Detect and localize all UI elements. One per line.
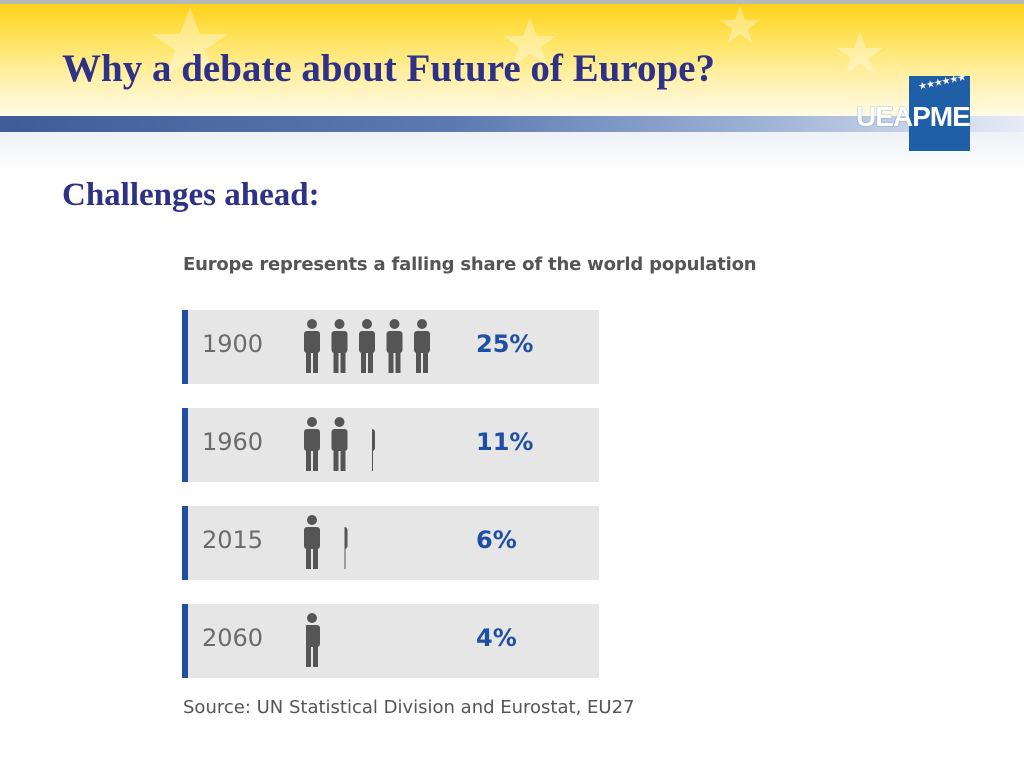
logo-text: UEAPME	[856, 101, 971, 132]
row-person-icons	[304, 515, 348, 569]
row-year: 2060	[202, 624, 264, 652]
row-value: 11%	[476, 428, 534, 456]
person-icon	[344, 527, 348, 569]
header-band-fade	[0, 132, 1024, 172]
population-row-1960: 1960 11%	[182, 408, 599, 482]
row-value: 4%	[476, 624, 517, 652]
person-icon	[331, 319, 348, 373]
person-icon	[304, 515, 320, 569]
top-rule	[0, 0, 1024, 4]
row-person-icons	[306, 613, 320, 667]
person-icon	[304, 417, 320, 471]
row-accent-bar	[182, 408, 188, 482]
population-row-1900: 1900 25%	[182, 310, 599, 384]
row-person-icons	[304, 417, 375, 471]
chart-title: Europe represents a falling share of the…	[183, 254, 757, 275]
row-accent-bar	[182, 506, 188, 580]
slide-title: Why a debate about Future of Europe?	[62, 47, 715, 90]
person-icon	[304, 319, 320, 373]
header-band	[0, 116, 1024, 132]
header-banner	[0, 4, 1024, 116]
person-icon	[359, 319, 375, 373]
population-row-2015: 2015 6%	[182, 506, 599, 580]
row-year: 2015	[202, 526, 264, 554]
row-year: 1900	[202, 330, 264, 358]
person-icon	[386, 319, 403, 373]
chart-source: Source: UN Statistical Division and Euro…	[183, 697, 635, 718]
row-person-icons	[304, 319, 430, 373]
row-value: 6%	[476, 526, 517, 554]
person-icon	[414, 319, 430, 373]
ueapme-logo	[909, 76, 970, 151]
person-icon	[372, 429, 375, 471]
slide-subtitle: Challenges ahead:	[62, 177, 320, 213]
row-value: 25%	[476, 330, 534, 358]
row-accent-bar	[182, 310, 188, 384]
population-row-2060: 2060 4%	[182, 604, 599, 678]
banner-stars-decoration	[152, 6, 883, 76]
row-accent-bar	[182, 604, 188, 678]
row-year: 1960	[202, 428, 264, 456]
person-icon	[306, 613, 320, 667]
person-icon	[331, 417, 348, 471]
